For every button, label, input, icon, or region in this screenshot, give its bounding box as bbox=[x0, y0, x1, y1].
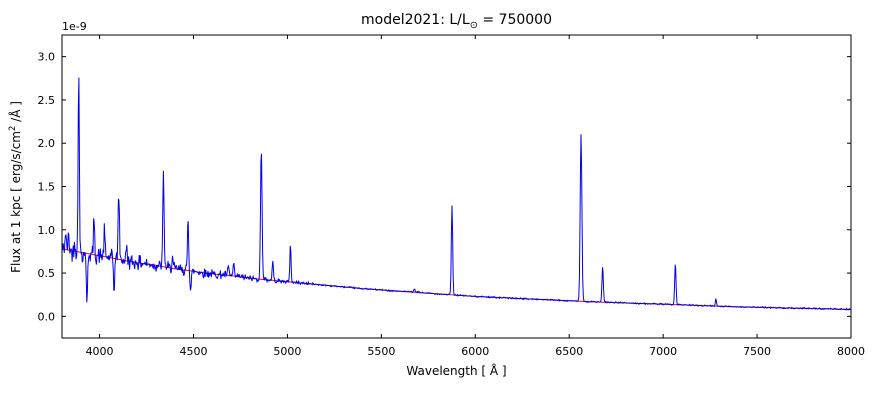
x-tick-label: 4000 bbox=[86, 345, 114, 358]
y-tick-label: 2.5 bbox=[38, 94, 56, 107]
y-tick-label: 2.0 bbox=[38, 137, 56, 150]
y-axis-label-text: Flux at 1 kpc [ erg/s/cm bbox=[9, 131, 23, 273]
y-tick-label: 0.0 bbox=[38, 310, 56, 323]
plot-title: model2021: L/L⊙ = 750000 bbox=[62, 12, 851, 31]
squared-symbol: 2 bbox=[7, 125, 17, 131]
plot-title-value: = 750000 bbox=[477, 12, 552, 28]
y-tick-label: 3.0 bbox=[38, 51, 56, 64]
x-tick-label: 7000 bbox=[649, 345, 677, 358]
x-tick-label: 6000 bbox=[461, 345, 489, 358]
x-tick-label: 4500 bbox=[180, 345, 208, 358]
x-axis-label: Wavelength [ Å ] bbox=[406, 364, 507, 378]
y-tick-label: 0.5 bbox=[38, 267, 56, 280]
plot-area bbox=[62, 35, 851, 338]
x-tick-label: 5000 bbox=[273, 345, 301, 358]
x-tick-label: 8000 bbox=[837, 345, 865, 358]
y-axis-label: Flux at 1 kpc [ erg/s/cm2 /Å ] bbox=[7, 101, 23, 273]
plot-title-text: model2021: L/L bbox=[360, 12, 470, 28]
x-tick-label: 6500 bbox=[555, 345, 583, 358]
y-axis-offset-label: 1e-9 bbox=[62, 20, 87, 33]
x-tick-label: 7500 bbox=[743, 345, 771, 358]
y-axis-label-unit: /Å ] bbox=[9, 101, 23, 126]
spectrum-line bbox=[61, 77, 851, 311]
sun-symbol: ⊙ bbox=[469, 19, 478, 31]
y-tick-label: 1.0 bbox=[38, 224, 56, 237]
y-tick-label: 1.5 bbox=[38, 181, 56, 194]
x-tick-label: 5500 bbox=[367, 345, 395, 358]
